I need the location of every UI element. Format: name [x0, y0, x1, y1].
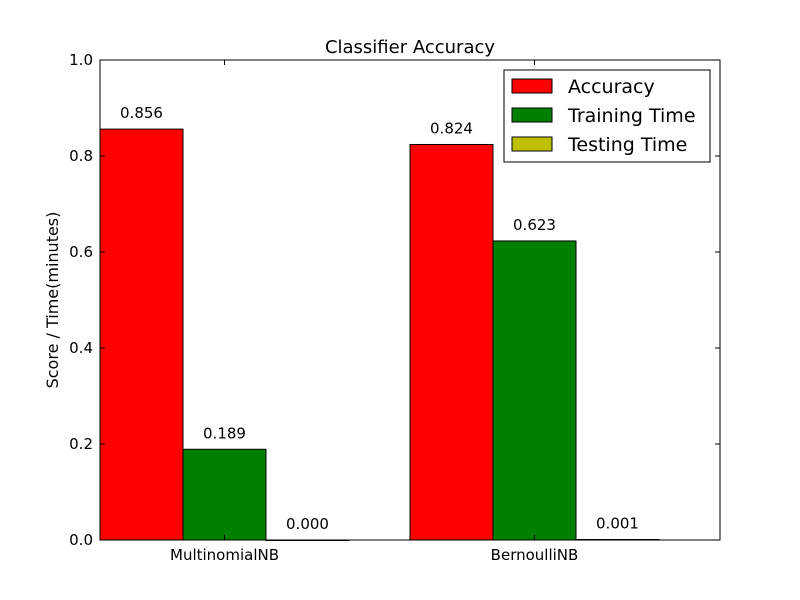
data-label: 0.001	[596, 515, 639, 533]
x-tick-label: BernoulliNB	[491, 546, 579, 564]
y-tick-label: 0.4	[69, 339, 93, 357]
chart-title: Classifier Accuracy	[325, 37, 495, 58]
bar-accuracy-multinomialnb	[99, 128, 184, 541]
legend-label: Training Time	[567, 105, 696, 127]
y-tick-label: 0.2	[69, 435, 93, 453]
legend-swatch	[511, 136, 553, 152]
bar-training-time-multinomialnb	[182, 448, 267, 541]
y-tick-label: 0.8	[69, 147, 93, 165]
legend-swatch	[511, 78, 553, 94]
legend: Accuracy Training Time Testing Time	[503, 69, 711, 163]
y-tick-label: 0.6	[69, 243, 93, 261]
plot-frame	[99, 59, 721, 541]
bar-accuracy-bernoullinb	[409, 143, 494, 541]
legend-label: Accuracy	[568, 76, 655, 98]
data-label: 0.824	[430, 119, 473, 137]
data-label: 0.000	[286, 515, 329, 533]
data-label: 0.189	[203, 424, 246, 442]
legend-label: Testing Time	[567, 134, 687, 156]
bars-layer: 0.856 0.824 0.189 0.623 0.000 0.001	[99, 104, 660, 541]
y-tick-label: 1.0	[69, 51, 93, 69]
x-tick-label: MultinomialNB	[170, 546, 279, 564]
y-axis-label: Score / Time(minutes)	[43, 212, 62, 389]
data-label: 0.623	[513, 216, 556, 234]
legend-swatch	[511, 107, 553, 123]
axes-layer: 0.0 0.2 0.4 0.6 0.8 1.0 MultinomialNB Bernoulli…	[69, 51, 721, 564]
bar-training-time-bernoullinb	[492, 240, 577, 541]
data-label: 0.856	[120, 104, 163, 122]
y-tick-label: 0.0	[69, 531, 93, 549]
